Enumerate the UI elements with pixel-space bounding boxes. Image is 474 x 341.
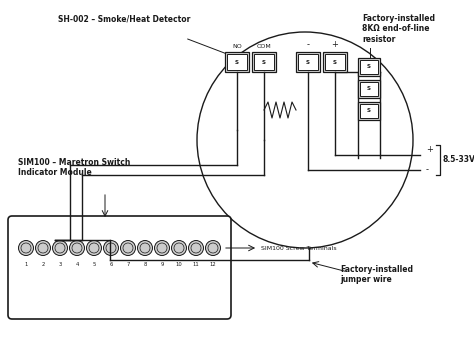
Bar: [227, 54, 247, 70]
Bar: [358, 58, 380, 76]
Text: S: S: [235, 59, 239, 64]
Circle shape: [36, 240, 51, 255]
Text: SIM100 Screw Terminals: SIM100 Screw Terminals: [261, 246, 337, 251]
Bar: [360, 104, 378, 118]
Text: -: -: [307, 40, 310, 49]
Text: S: S: [367, 64, 371, 70]
Bar: [360, 82, 378, 96]
Text: S: S: [367, 87, 371, 91]
Circle shape: [18, 240, 34, 255]
Text: SIM100 – Maretron Switch
Indicator Module: SIM100 – Maretron Switch Indicator Modul…: [18, 158, 130, 177]
Circle shape: [53, 240, 67, 255]
Bar: [298, 54, 318, 70]
Circle shape: [86, 240, 101, 255]
Text: COM: COM: [256, 44, 272, 49]
Text: Factory-installed
8KΩ end-of-line
resistor: Factory-installed 8KΩ end-of-line resist…: [362, 14, 435, 44]
Bar: [254, 54, 274, 70]
Bar: [296, 52, 320, 72]
FancyBboxPatch shape: [8, 216, 231, 319]
Text: 9: 9: [160, 263, 164, 267]
Bar: [360, 60, 378, 74]
Bar: [225, 52, 249, 72]
Text: 5: 5: [92, 263, 96, 267]
Circle shape: [155, 240, 170, 255]
Circle shape: [103, 240, 118, 255]
Text: 8.5-33VDC: 8.5-33VDC: [443, 155, 474, 164]
Text: SH-002 – Smoke/Heat Detector: SH-002 – Smoke/Heat Detector: [58, 14, 191, 23]
Bar: [358, 102, 380, 120]
Text: NO: NO: [232, 44, 242, 49]
Circle shape: [70, 240, 84, 255]
Text: 6: 6: [109, 263, 113, 267]
Text: 1: 1: [24, 263, 27, 267]
Bar: [252, 52, 276, 72]
Text: -: -: [426, 165, 429, 175]
Text: 8: 8: [143, 263, 146, 267]
Text: 11: 11: [192, 263, 200, 267]
Circle shape: [120, 240, 136, 255]
Text: S: S: [262, 59, 266, 64]
Bar: [325, 54, 345, 70]
Text: 12: 12: [210, 263, 216, 267]
Text: S: S: [333, 59, 337, 64]
Text: S: S: [367, 108, 371, 114]
Circle shape: [206, 240, 220, 255]
Text: +: +: [426, 146, 433, 154]
Circle shape: [137, 240, 153, 255]
Text: S: S: [306, 59, 310, 64]
Bar: [358, 80, 380, 98]
Circle shape: [172, 240, 186, 255]
Text: 7: 7: [126, 263, 130, 267]
Bar: [323, 52, 347, 72]
Text: 2: 2: [41, 263, 45, 267]
Text: 10: 10: [176, 263, 182, 267]
Text: 3: 3: [58, 263, 62, 267]
Text: 4: 4: [75, 263, 79, 267]
Text: +: +: [331, 40, 338, 49]
Circle shape: [189, 240, 203, 255]
Text: Factory-installed
jumper wire: Factory-installed jumper wire: [340, 265, 413, 284]
